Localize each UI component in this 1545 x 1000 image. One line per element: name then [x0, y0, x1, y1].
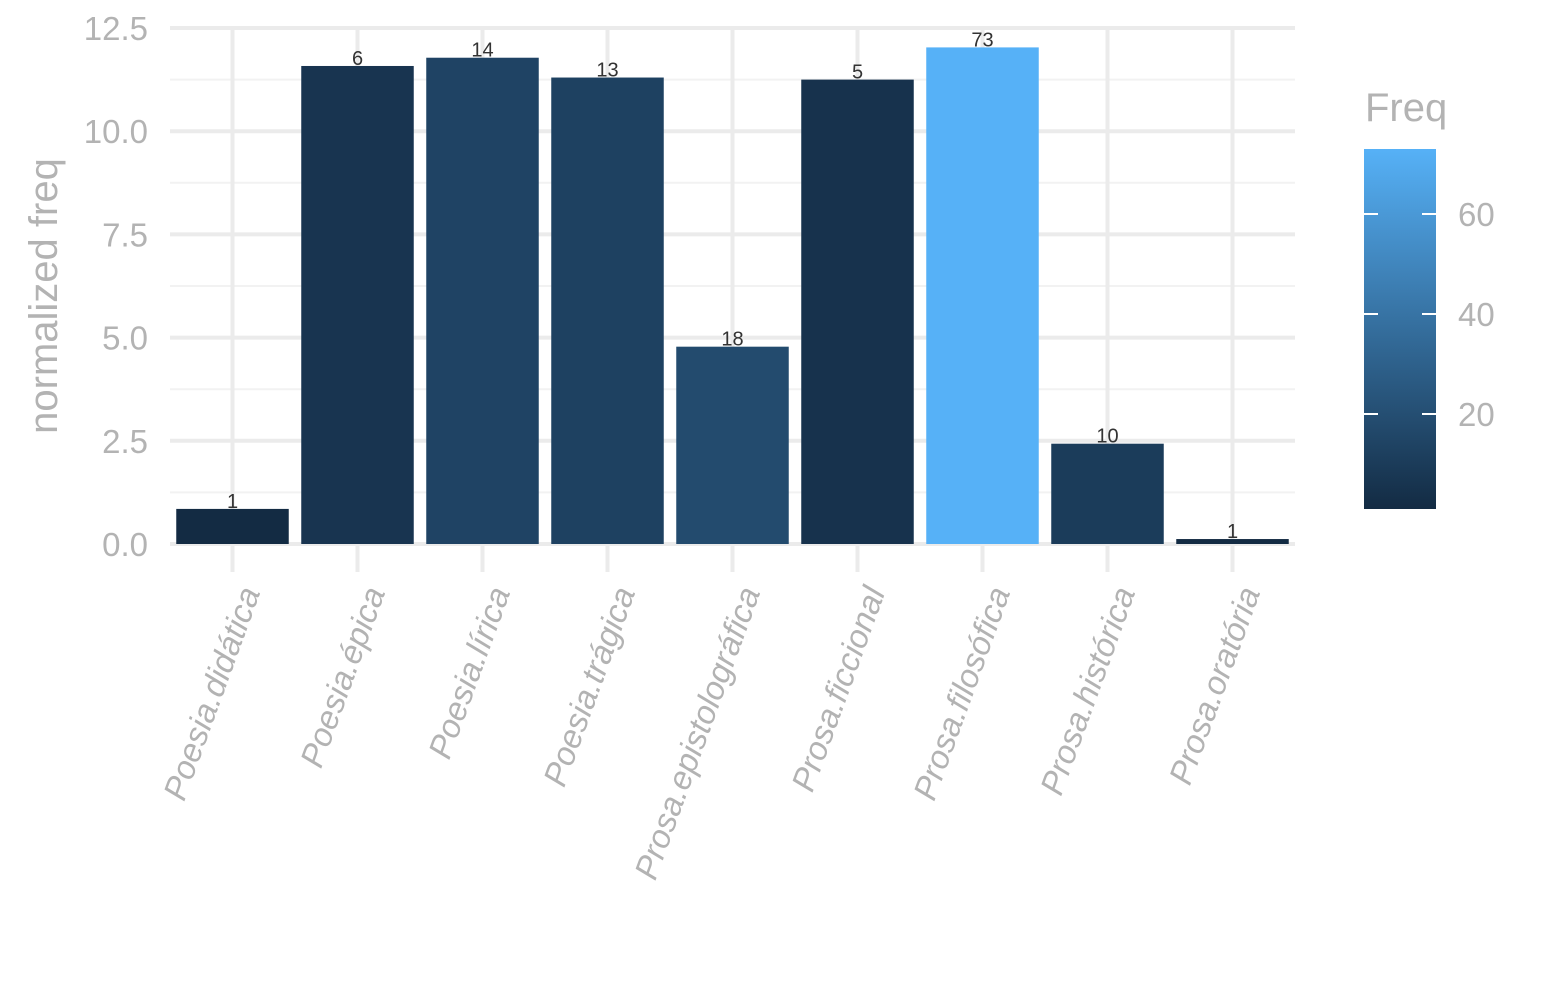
y-tick-label: 0.0 — [102, 526, 148, 563]
legend-tick-label: 60 — [1458, 196, 1495, 233]
legend-ticks: 20 40 60 — [1364, 196, 1495, 433]
y-axis-title: normalized freq — [22, 158, 66, 434]
bars — [176, 47, 1289, 545]
x-tick-label: Poesia.épica — [293, 582, 392, 772]
x-tick-label: Prosa.epistolográfica — [627, 582, 767, 884]
bar — [176, 508, 289, 544]
bar-value-label: 14 — [471, 40, 493, 62]
bar — [426, 57, 539, 545]
bar-value-label: 5 — [852, 62, 863, 84]
y-tick-label: 12.5 — [84, 10, 148, 47]
bar-value-label: 18 — [721, 329, 743, 351]
legend-tick-label: 40 — [1458, 296, 1495, 333]
y-tick-label: 2.5 — [102, 423, 148, 460]
bar-value-label: 13 — [596, 60, 618, 82]
x-tick-label: Poesia.didática — [156, 582, 267, 805]
bar — [1176, 539, 1289, 544]
x-axis-ticks: Poesia.didática Poesia.épica Poesia.lírica… — [156, 580, 1267, 884]
bar-value-label: 6 — [352, 48, 363, 70]
legend-tick-label: 20 — [1458, 396, 1495, 433]
bar — [926, 47, 1039, 544]
bar — [551, 77, 664, 544]
x-tick-label: Prosa.oratória — [1161, 582, 1267, 789]
y-tick-label: 10.0 — [84, 113, 148, 150]
legend: Freq 20 40 60 — [1364, 86, 1495, 509]
bar — [676, 346, 789, 544]
y-tick-label: 7.5 — [102, 216, 148, 253]
legend-colorbar — [1364, 149, 1436, 509]
bar — [1051, 443, 1164, 544]
bar-value-label: 1 — [1227, 521, 1238, 543]
y-tick-label: 5.0 — [102, 320, 148, 357]
x-tick-label: Poesia.trágica — [536, 582, 642, 791]
bar-labels: 1 6 14 13 18 5 73 10 1 — [227, 29, 1238, 543]
bar-value-label: 1 — [227, 491, 238, 513]
legend-title: Freq — [1365, 86, 1447, 130]
y-axis-ticks: 0.0 2.5 5.0 7.5 10.0 12.5 — [84, 10, 148, 563]
bar — [301, 65, 414, 544]
bar — [801, 79, 914, 544]
x-tick-label: Prosa.histórica — [1033, 582, 1142, 800]
bar-value-label: 10 — [1096, 426, 1118, 448]
x-tick-label: Prosa.ficcional — [784, 580, 893, 796]
x-tick-label: Prosa.filosófica — [906, 582, 1017, 805]
bar-value-label: 73 — [971, 29, 993, 51]
x-tick-label: Poesia.lírica — [421, 582, 517, 764]
